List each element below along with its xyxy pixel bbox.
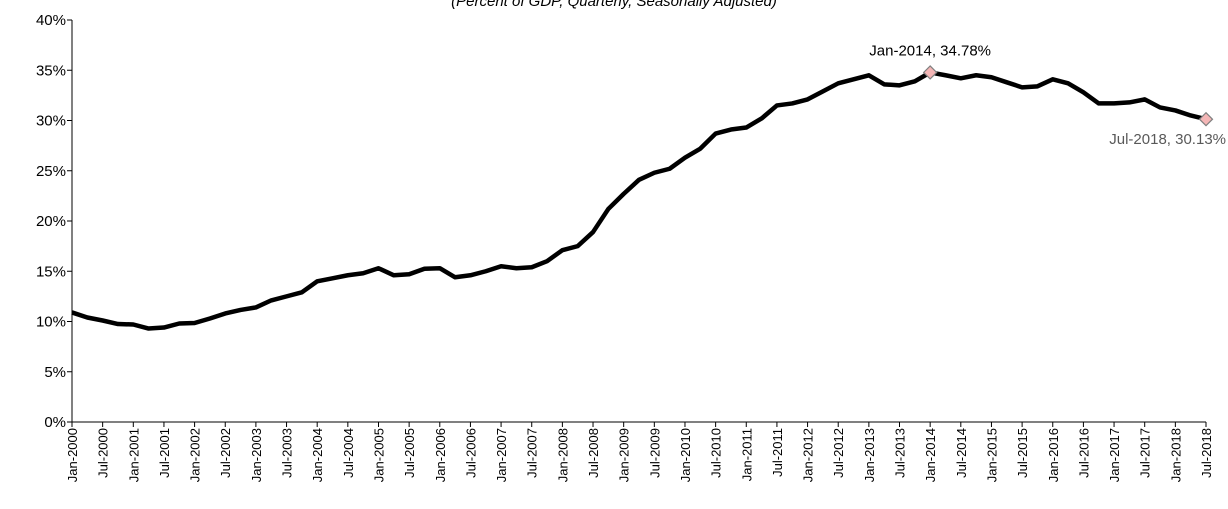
x-tick-label: Jan-2013 [862,428,877,482]
x-tick-label: Jul-2015 [1015,428,1030,478]
annotation: Jan-2014, 34.78% [869,42,991,59]
y-tick-label: 25% [36,163,66,180]
y-tick-label: 35% [36,62,66,79]
x-tick-label: Jul-2017 [1138,428,1153,478]
x-tick-label: Jan-2004 [310,428,325,482]
x-tick-label: Jan-2007 [494,428,509,482]
x-tick-label: Jan-2016 [1046,428,1061,482]
x-tick-label: Jan-2005 [371,428,386,482]
y-tick-label: 10% [36,314,66,331]
x-tick-label: Jul-2012 [831,428,846,478]
y-tick-label: 30% [36,113,66,130]
x-tick-label: Jul-2005 [402,428,417,478]
x-tick-label: Jan-2010 [678,428,693,482]
y-tick-label: 40% [36,12,66,29]
x-tick-label: Jan-2002 [188,428,203,482]
y-tick-label: 15% [36,263,66,280]
x-tick-label: Jul-2001 [157,428,172,478]
x-tick-label: Jan-2008 [555,428,570,482]
annotation: Jul-2018, 30.13% [1109,131,1226,148]
x-tick-label: Jul-2007 [525,428,540,478]
x-tick-label: Jul-2006 [463,428,478,478]
x-tick-label: Jul-2014 [954,428,969,478]
x-tick-label: Jul-2013 [893,428,908,478]
x-tick-label: Jul-2010 [709,428,724,478]
x-tick-label: Jan-2011 [739,428,754,481]
x-tick-label: Jul-2009 [647,428,662,478]
highlight-marker [922,65,938,80]
y-tick-label: 20% [36,213,66,230]
x-tick-label: Jul-2000 [96,428,111,478]
x-tick-label: Jul-2003 [280,428,295,478]
x-tick-label: Jan-2000 [65,428,80,482]
highlight-marker [1198,111,1214,127]
y-tick-label: 5% [44,364,66,381]
x-tick-label: Jul-2004 [341,428,356,478]
x-tick-label: Jan-2001 [126,428,141,482]
y-tick-label: 0% [44,414,66,431]
chart-subtitle: (Percent of GDP, Quarterly, Seasonally A… [451,0,777,10]
x-tick-label: Jan-2012 [801,428,816,482]
x-tick-label: Jan-2018 [1168,428,1183,482]
x-tick-label: Jan-2003 [249,428,264,482]
x-tick-label: Jul-2016 [1076,428,1091,478]
x-tick-label: Jan-2017 [1107,428,1122,482]
data-line [71,70,1207,331]
x-tick-label: Jul-2002 [218,428,233,478]
x-tick-label: Jul-2008 [586,428,601,478]
x-tick-label: Jan-2015 [984,428,999,482]
x-tick-label: Jan-2006 [433,428,448,482]
x-tick-label: Jul-2018 [1199,428,1214,478]
x-tick-label: Jan-2009 [617,428,632,482]
x-tick-label: Jan-2014 [923,428,938,482]
x-tick-label: Jul-2011 [770,428,785,477]
